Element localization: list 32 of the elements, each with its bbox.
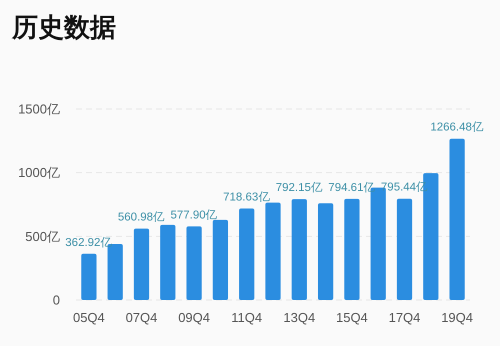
chart-title: 历史数据 [11,12,116,42]
x-tick-label: 09Q4 [178,310,210,325]
bar [134,228,150,300]
data-label: 1266.48亿 [430,120,484,134]
y-tick-label: 500亿 [25,228,60,244]
y-tick-label: 1000亿 [18,165,60,180]
data-label: 362.92亿 [65,236,112,249]
bar [265,202,281,300]
x-tick-label: 05Q4 [72,310,105,325]
bar [212,220,228,300]
bar [318,203,334,300]
x-tick-label: 19Q4 [441,310,474,325]
bar [344,198,360,300]
bar [81,254,97,300]
x-tick-label: 07Q4 [126,310,158,325]
x-tick-label: 15Q4 [336,310,368,325]
bar [292,199,307,300]
data-label: 792.15亿 [276,181,323,194]
data-label: 560.98亿 [118,210,166,224]
y-tick-label: 0 [52,292,60,308]
bar [239,208,254,300]
bar [396,198,412,300]
y-tick-label: 1500亿 [18,102,60,117]
x-tick-label: 17Q4 [388,310,420,325]
bar [186,226,202,300]
data-label: 577.90亿 [170,208,218,222]
bar [160,224,176,300]
bar [449,138,465,300]
data-label: 794.61亿 [328,180,376,194]
data-label: 718.63亿 [223,190,270,204]
x-tick-label: 13Q4 [283,310,316,325]
x-tick-label: 11Q4 [231,310,262,325]
